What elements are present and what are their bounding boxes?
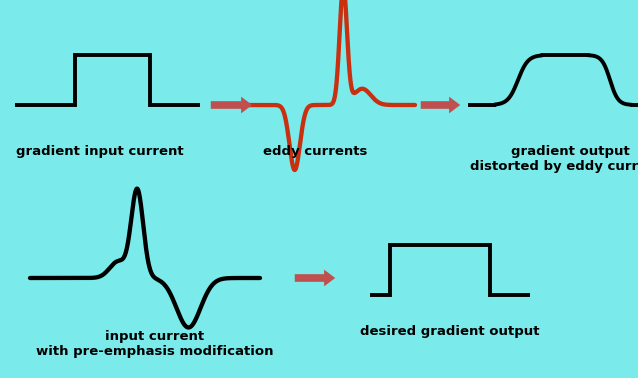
Text: eddy currents: eddy currents	[263, 145, 367, 158]
Text: desired gradient output: desired gradient output	[360, 325, 540, 338]
Text: gradient input current: gradient input current	[16, 145, 184, 158]
Text: gradient output
distorted by eddy currents: gradient output distorted by eddy curren…	[470, 145, 638, 173]
Text: input current
with pre-emphasis modification: input current with pre-emphasis modifica…	[36, 330, 274, 358]
